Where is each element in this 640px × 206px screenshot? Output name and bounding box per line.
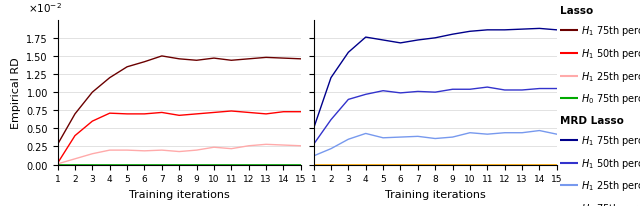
Text: $H_1$ 75th perc.: $H_1$ 75th perc.: [581, 24, 640, 38]
Text: $H_0$ 75th perc.: $H_0$ 75th perc.: [581, 201, 640, 206]
Y-axis label: Empirical RD: Empirical RD: [11, 57, 20, 128]
Text: $H_1$ 75th perc.: $H_1$ 75th perc.: [581, 133, 640, 147]
Text: $\times10^{-2}$: $\times10^{-2}$: [28, 1, 62, 15]
Text: Lasso: Lasso: [560, 6, 593, 16]
Text: $H_1$ 50th perc.: $H_1$ 50th perc.: [581, 47, 640, 61]
Text: $H_1$ 25th perc.: $H_1$ 25th perc.: [581, 69, 640, 83]
Text: $H_0$ 75th perc.: $H_0$ 75th perc.: [581, 92, 640, 106]
X-axis label: Training iterations: Training iterations: [129, 189, 230, 199]
X-axis label: Training iterations: Training iterations: [385, 189, 486, 199]
Text: $H_1$ 50th perc.: $H_1$ 50th perc.: [581, 156, 640, 170]
Text: $H_1$ 25th perc.: $H_1$ 25th perc.: [581, 178, 640, 192]
Text: MRD Lasso: MRD Lasso: [560, 115, 624, 125]
